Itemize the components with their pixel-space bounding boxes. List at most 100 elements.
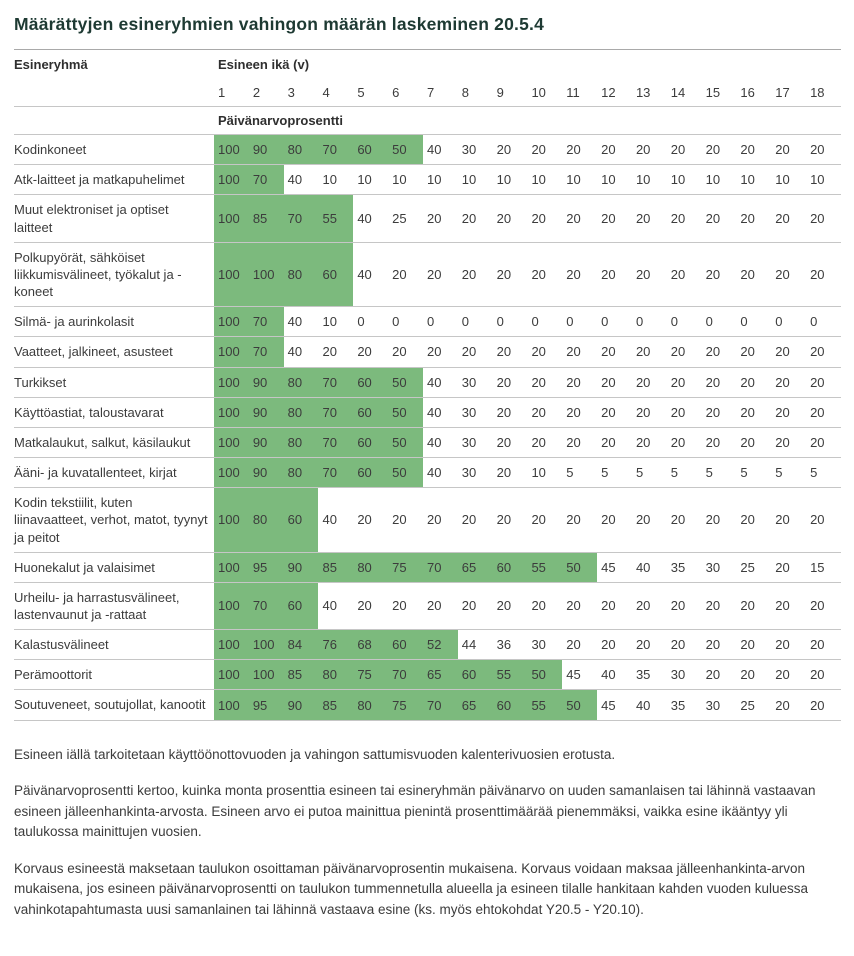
table-row: Ääni- ja kuvatallenteet, kirjat 100 90 80 70… <box>14 457 841 489</box>
percent-cell: 0 <box>388 306 423 338</box>
percent-cell: 0 <box>353 306 389 338</box>
item-group-label: Perämoottorit <box>14 659 214 691</box>
percent-cell: 20 <box>806 242 841 308</box>
item-group-label: Ääni- ja kuvatallenteet, kirjat <box>14 457 214 489</box>
percent-cell: 80 <box>283 397 319 428</box>
percent-cell: 5 <box>562 457 598 489</box>
percent-cell: 20 <box>597 487 632 553</box>
percent-cell: 0 <box>422 306 458 338</box>
percent-cell: 5 <box>597 457 632 489</box>
percent-cell: 20 <box>666 487 702 553</box>
percent-cell: 80 <box>353 689 389 721</box>
percent-cell: 20 <box>666 367 702 398</box>
percent-cell: 70 <box>248 306 284 338</box>
percent-cell: 55 <box>527 552 563 583</box>
percent-cell: 20 <box>597 629 632 661</box>
percent-cell: 36 <box>492 629 528 661</box>
percent-cell: 20 <box>562 427 598 459</box>
footnote-item-age: Esineen iällä tarkoitetaan käyttöönottov… <box>14 746 616 762</box>
percent-cell: 30 <box>701 689 737 721</box>
percent-cell: 20 <box>771 427 807 459</box>
percent-cell: 5 <box>701 457 737 489</box>
percent-cell: 90 <box>283 689 319 721</box>
percent-cell: 20 <box>562 397 598 428</box>
percent-cell: 60 <box>353 134 389 166</box>
page-title: Määrättyjen esineryhmien vahingon määrän… <box>14 14 545 34</box>
percent-cell: 10 <box>318 306 354 338</box>
percent-cell: 20 <box>597 582 632 631</box>
percent-cell: 60 <box>353 457 389 489</box>
percent-cell: 100 <box>214 134 249 166</box>
percent-cell: 20 <box>597 367 632 398</box>
percent-cell: 20 <box>771 336 807 368</box>
percent-cell: 68 <box>353 629 389 661</box>
percent-cell: 0 <box>771 306 807 338</box>
percent-cell: 20 <box>701 134 737 166</box>
percent-cell: 20 <box>736 629 772 661</box>
item-group-label: Vaatteet, jalkineet, asusteet <box>14 336 214 368</box>
age-column-label: 13 <box>635 85 651 101</box>
table-row: Käyttöastiat, taloustavarat 100 90 80 70 60 50… <box>14 397 841 428</box>
percent-cell: 20 <box>492 242 528 308</box>
percent-cell: 20 <box>631 427 667 459</box>
percent-cell: 95 <box>248 689 284 721</box>
percent-cell: 20 <box>771 582 807 631</box>
percent-cell: 70 <box>248 336 284 368</box>
percent-cell: 80 <box>283 427 319 459</box>
percent-cell: 60 <box>318 242 354 308</box>
footnote-day-value-percent: Päivänarvoprosentti kertoo, kuinka monta… <box>14 783 816 840</box>
percent-cell: 95 <box>248 552 284 583</box>
percent-cell: 70 <box>248 164 284 196</box>
percent-cell: 10 <box>597 164 632 196</box>
percent-cell: 100 <box>214 689 249 721</box>
percent-cell: 90 <box>283 552 319 583</box>
percent-cell: 20 <box>736 134 772 166</box>
percent-cell: 40 <box>422 427 458 459</box>
percent-cell: 20 <box>388 242 423 308</box>
percent-cell: 75 <box>388 689 423 721</box>
percent-cell: 40 <box>422 397 458 428</box>
percent-cell: 20 <box>631 194 667 243</box>
age-column-label: 3 <box>287 85 295 101</box>
percent-cell: 20 <box>806 629 841 661</box>
percent-cell: 20 <box>806 194 841 243</box>
percent-cell: 75 <box>388 552 423 583</box>
percent-cell: 20 <box>353 582 389 631</box>
percent-cell: 20 <box>631 487 667 553</box>
percent-cell: 100 <box>214 427 249 459</box>
percent-cell: 55 <box>492 659 528 691</box>
percent-cell: 20 <box>492 194 528 243</box>
percent-cell: 80 <box>283 367 319 398</box>
percent-cell: 20 <box>422 582 458 631</box>
age-column-label: 17 <box>775 85 790 101</box>
percent-cell: 0 <box>701 306 737 338</box>
percent-cell: 20 <box>631 397 667 428</box>
percent-cell: 0 <box>457 306 493 338</box>
percent-cell: 60 <box>283 487 319 553</box>
percent-cell: 45 <box>562 659 598 691</box>
percent-cell: 100 <box>248 659 284 691</box>
percent-cell: 40 <box>631 552 667 583</box>
item-group-label: Silmä- ja aurinkolasit <box>14 306 214 338</box>
percent-cell: 5 <box>771 457 807 489</box>
percent-cell: 30 <box>457 457 493 489</box>
percent-cell: 40 <box>318 582 354 631</box>
percent-cell: 20 <box>736 336 772 368</box>
percent-cell: 70 <box>283 194 319 243</box>
item-group-header: Esineryhmä <box>14 57 88 72</box>
percent-cell: 20 <box>806 336 841 368</box>
percent-cell: 70 <box>318 427 354 459</box>
percent-cell: 100 <box>214 552 249 583</box>
percent-cell: 60 <box>457 659 493 691</box>
percent-cell: 20 <box>771 552 807 583</box>
percent-cell: 20 <box>666 629 702 661</box>
percent-cell: 30 <box>457 134 493 166</box>
item-group-label: Polkupyörät, sähköiset liikkumisvälineet… <box>14 242 214 308</box>
age-column-label: 2 <box>252 85 261 101</box>
percent-cell: 10 <box>353 164 389 196</box>
percent-cell: 10 <box>771 164 807 196</box>
percent-cell: 40 <box>283 336 319 368</box>
table-row: Kodin tekstiilit, kuten liinavaatteet, v… <box>14 487 841 553</box>
item-group-label: Kalastusvälineet <box>14 629 214 661</box>
table-head: Esineryhmä Esineen ikä (v) 1 2 3 4 5 6 7 8 9 10 11 12… <box>14 50 841 136</box>
